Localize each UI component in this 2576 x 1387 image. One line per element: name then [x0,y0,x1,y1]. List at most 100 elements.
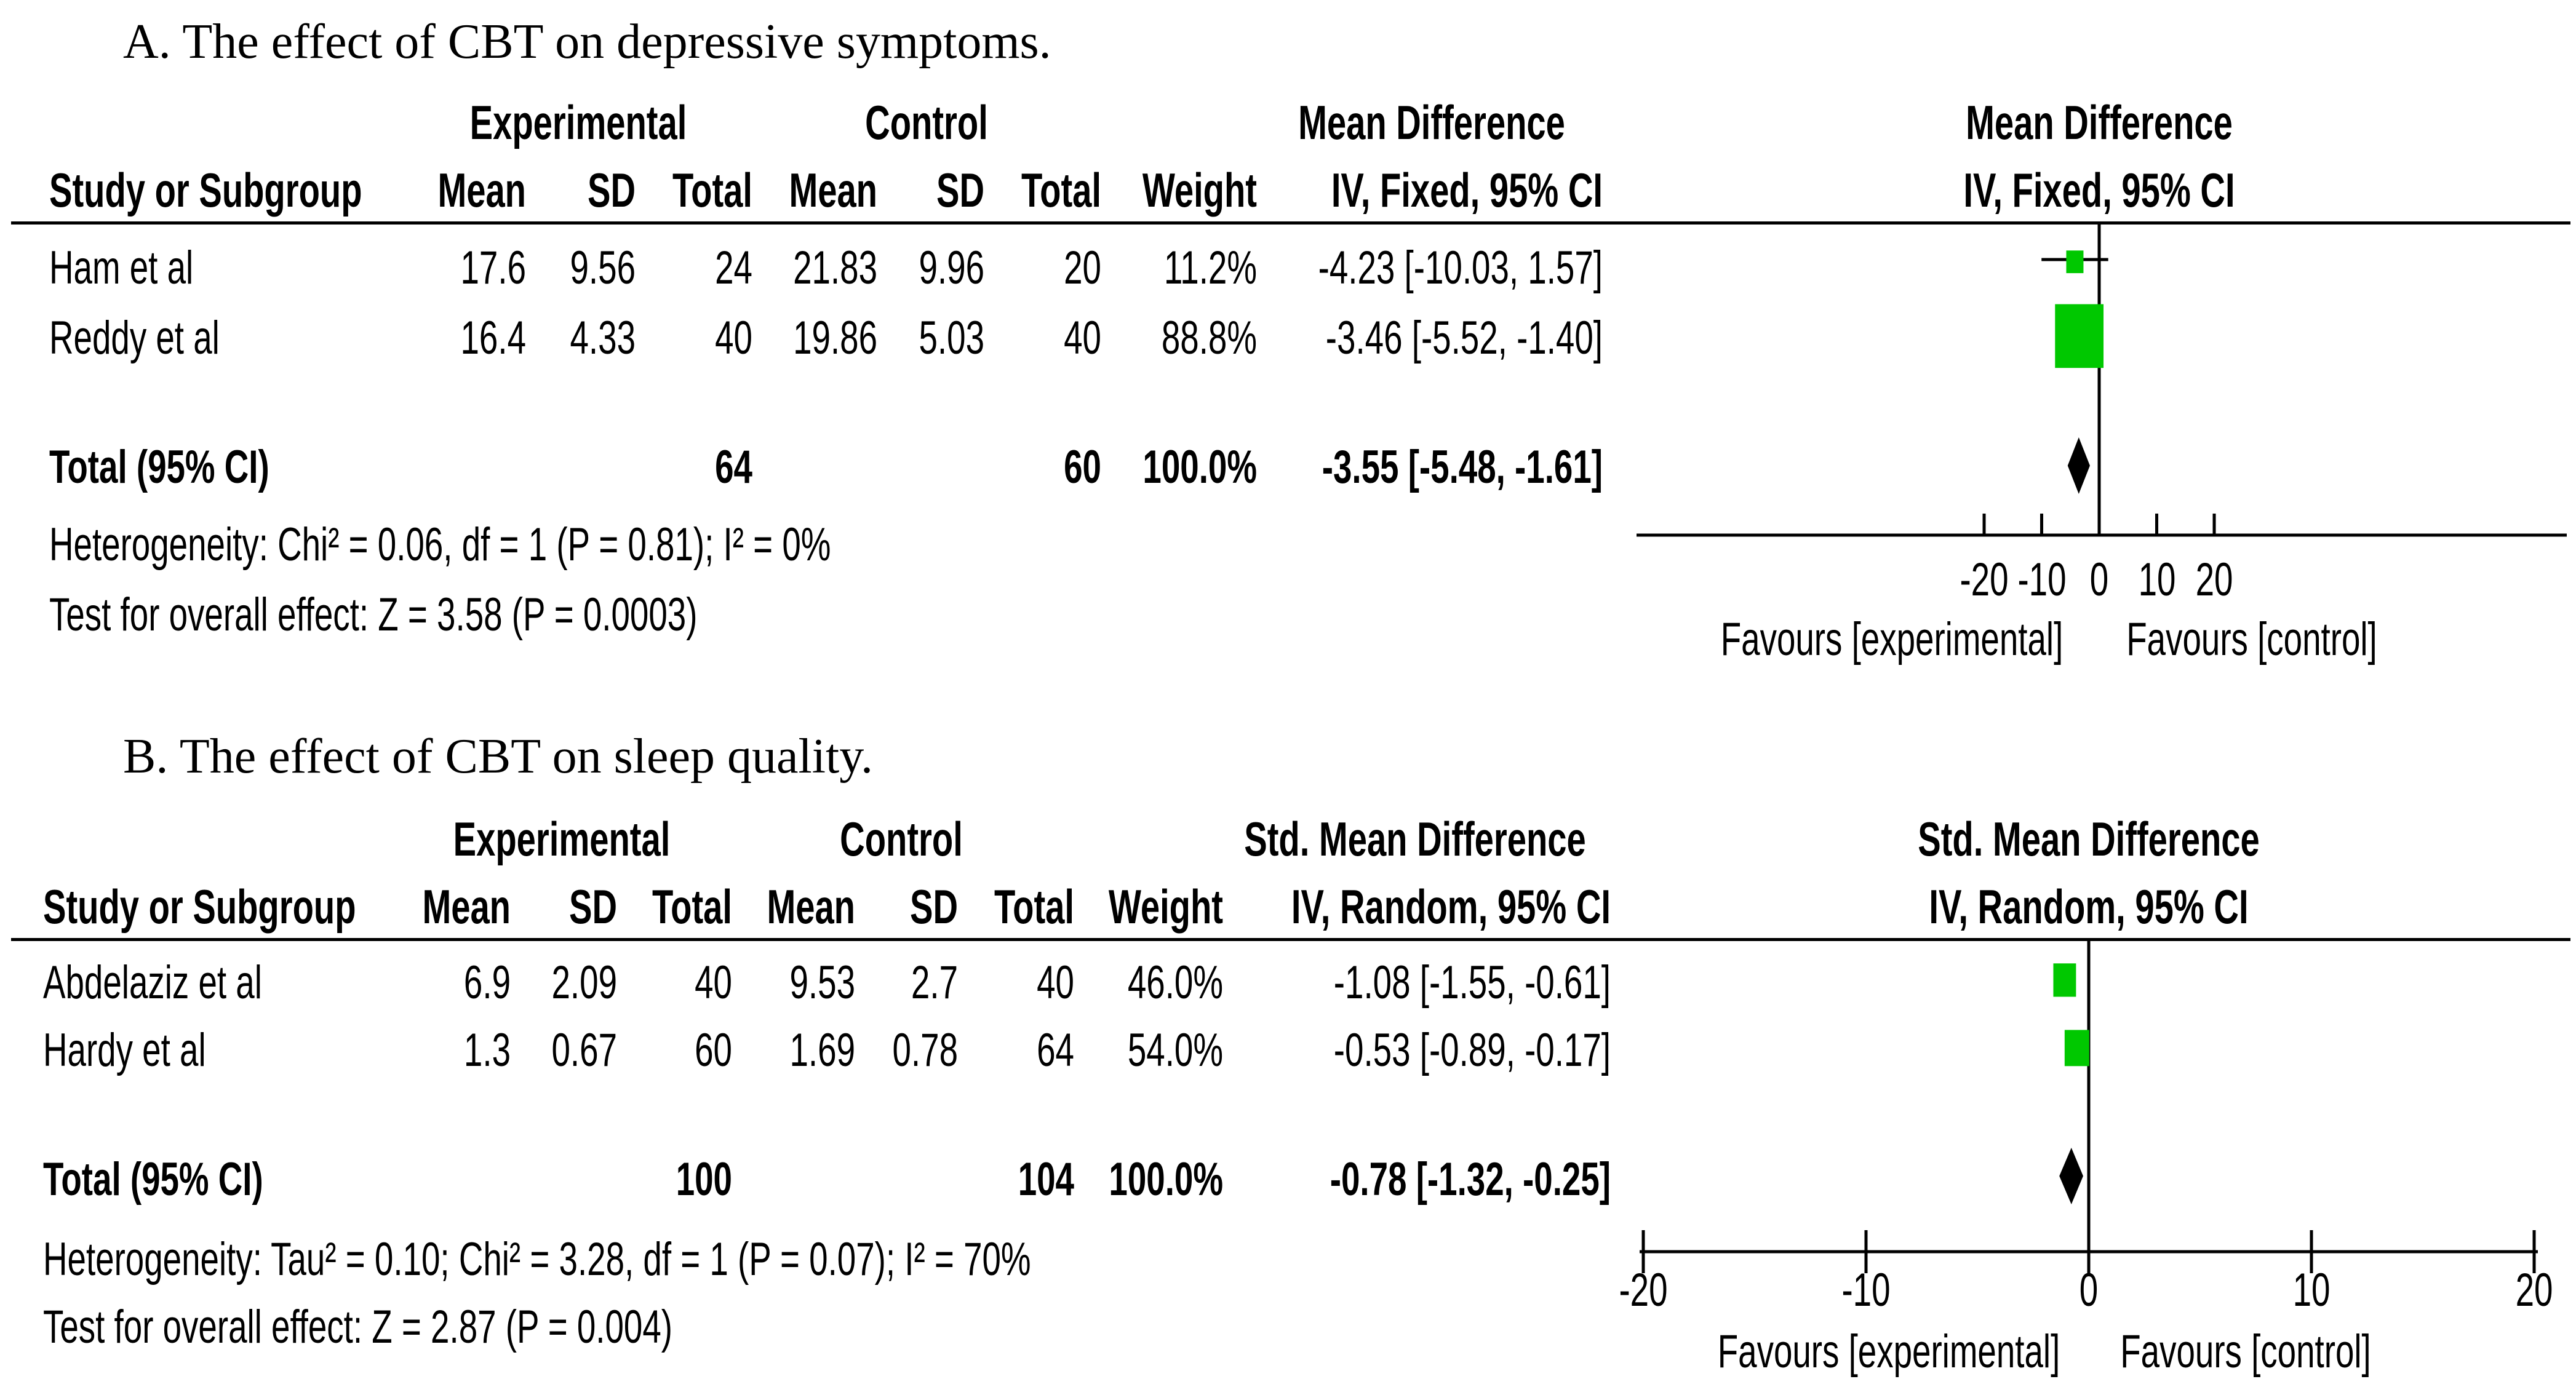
a-row1-exp-mean: 17.6 [460,242,526,294]
b-header-exp-sd: SD [568,880,617,934]
b-header-plot-group: Std. Mean Difference [1918,812,2260,866]
b-row1-exp-total: 40 [695,956,732,1009]
b-tick-label: 20 [2515,1264,2553,1316]
b-marker-hardy [2064,1030,2089,1067]
a-total-diamond [2067,437,2090,494]
a-row2-exp-sd: 4.33 [570,312,636,364]
b-row2-ctl-mean: 1.69 [789,1024,855,1076]
a-header-plot-method: IV, Fixed, 95% CI [1963,163,2235,217]
a-row2-exp-mean: 16.4 [460,312,526,364]
a-tick-label: 20 [2195,554,2233,606]
b-header-ctl-sd: SD [909,880,958,934]
b-row2-ci: -0.53 [-0.89, -0.17] [1333,1024,1611,1076]
b-row2-ctl-sd: 0.78 [892,1024,958,1076]
a-total-exp-total: 64 [715,441,752,493]
a-header-plot-group: Mean Difference [1966,95,2233,149]
a-row2-study: Reddy et al [49,312,220,364]
b-row1-ctl-total: 40 [1037,956,1074,1009]
a-tick-label: -20 [1960,554,2009,606]
a-tick-label: 0 [2089,554,2109,606]
b-total-ci: -0.78 [-1.32, -0.25] [1330,1153,1611,1206]
b-header-exp-mean: Mean [422,880,511,934]
b-header-control: Control [840,812,963,866]
b-row1-ctl-mean: 9.53 [789,956,855,1009]
a-row2-ctl-sd: 5.03 [919,312,984,364]
panel-b-title: B. The effect of CBT on sleep quality. [123,729,874,784]
panel-a-title: A. The effect of CBT on depressive sympt… [123,15,1051,69]
b-overall-effect: Test for overall effect: Z = 2.87 (P = 0… [43,1301,673,1353]
a-total-ci: -3.55 [-5.48, -1.61] [1322,441,1603,493]
b-header-weight: Weight [1108,880,1223,934]
b-row2-study: Hardy et al [43,1024,206,1076]
a-header-ctl-mean: Mean [789,163,877,217]
b-total-weight: 100.0% [1109,1153,1223,1206]
a-row2-ctl-mean: 19.86 [793,312,877,364]
a-row2-ctl-total: 40 [1064,312,1101,364]
b-total-exp-total: 100 [676,1153,732,1206]
b-tick-label: 10 [2292,1264,2331,1316]
a-header-experimental: Experimental [469,95,687,149]
b-total-label: Total (95% CI) [43,1153,263,1206]
b-row1-exp-sd: 2.09 [551,956,617,1009]
b-row1-ci: -1.08 [-1.55, -0.61] [1333,956,1611,1009]
b-total-ctl-total: 104 [1018,1153,1074,1206]
a-favours-right: Favours [control] [2126,613,2377,666]
a-row1-ctl-total: 20 [1064,242,1101,294]
a-total-weight: 100.0% [1142,441,1257,493]
a-header-ctl-sd: SD [936,163,984,217]
a-tick-label: 10 [2138,554,2175,606]
b-header-experimental: Experimental [453,812,671,866]
b-header-ctl-mean: Mean [767,880,855,934]
a-row1-ctl-mean: 21.83 [793,242,877,294]
b-row2-exp-mean: 1.3 [463,1024,511,1076]
b-row2-weight: 54.0% [1127,1024,1223,1076]
b-header-exp-total: Total [652,880,732,934]
b-row1-ctl-sd: 2.7 [911,956,958,1009]
b-total-diamond [2059,1148,2083,1204]
b-marker-abdelaziz [2053,963,2076,997]
a-row1-ctl-sd: 9.96 [919,242,984,294]
a-header-exp-mean: Mean [437,163,526,217]
a-header-effect-group: Mean Difference [1298,95,1565,149]
a-header-weight: Weight [1142,163,1257,217]
b-row1-exp-mean: 6.9 [463,956,511,1009]
b-header-rule [11,938,2570,941]
b-header-study: Study or Subgroup [43,880,356,934]
a-row1-exp-total: 24 [715,242,752,294]
a-total-ctl-total: 60 [1064,441,1101,493]
b-tick-label: -10 [1841,1264,1891,1316]
a-header-effect-method: IV, Fixed, 95% CI [1331,163,1603,217]
a-header-ctl-total: Total [1021,163,1101,217]
b-header-ctl-total: Total [994,880,1074,934]
a-header-control: Control [865,95,988,149]
b-favours-right: Favours [control] [2120,1325,2371,1378]
a-row2-exp-total: 40 [715,312,752,364]
a-row2-weight: 88.8% [1161,312,1257,364]
b-heterogeneity: Heterogeneity: Tau² = 0.10; Chi² = 3.28,… [43,1233,1031,1286]
b-row1-study: Abdelaziz et al [43,956,262,1009]
a-marker-ham [2066,250,2084,274]
a-favours-left: Favours [experimental] [1720,613,2064,666]
a-header-exp-total: Total [672,163,752,217]
b-row1-weight: 46.0% [1127,956,1223,1009]
b-row2-exp-sd: 0.67 [551,1024,617,1076]
a-header-rule [11,221,2570,225]
b-favours-left: Favours [experimental] [1717,1325,2060,1378]
a-row1-study: Ham et al [49,242,194,294]
b-header-effect-method: IV, Random, 95% CI [1291,880,1611,934]
a-header-exp-sd: SD [587,163,636,217]
a-row1-weight: 11.2% [1163,242,1257,294]
a-row1-exp-sd: 9.56 [570,242,636,294]
a-tick-label: -10 [2017,554,2067,606]
b-row2-ctl-total: 64 [1037,1024,1074,1076]
b-tick-label: 0 [2079,1264,2099,1316]
a-heterogeneity: Heterogeneity: Chi² = 0.06, df = 1 (P = … [49,519,831,571]
a-header-study: Study or Subgroup [49,163,362,217]
a-row1-ci: -4.23 [-10.03, 1.57] [1318,242,1603,294]
b-header-effect-group: Std. Mean Difference [1244,812,1586,866]
a-overall-effect: Test for overall effect: Z = 3.58 (P = 0… [49,589,698,641]
b-row2-exp-total: 60 [695,1024,732,1076]
b-tick-label: -20 [1619,1264,1668,1316]
